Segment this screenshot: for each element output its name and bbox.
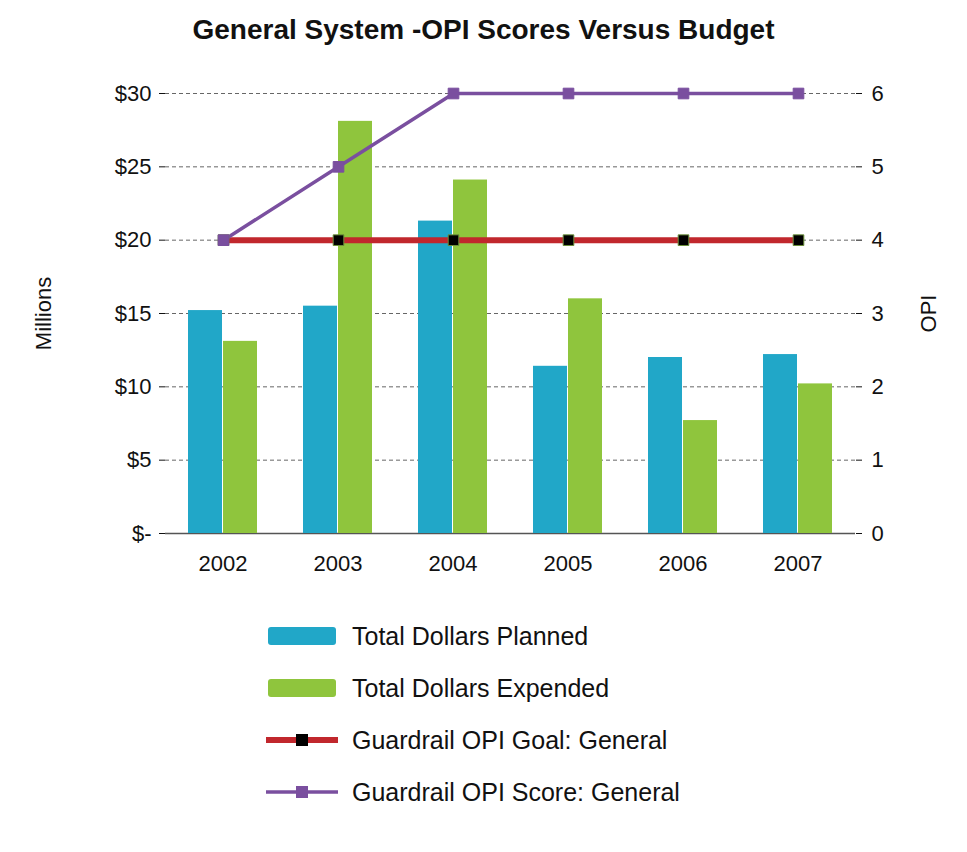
svg-text:2004: 2004 [429, 551, 478, 576]
svg-text:2002: 2002 [199, 551, 248, 576]
svg-text:$10: $10 [115, 374, 152, 399]
svg-text:2: 2 [872, 374, 884, 399]
svg-text:2007: 2007 [774, 551, 823, 576]
svg-text:4: 4 [872, 227, 884, 252]
svg-text:2005: 2005 [544, 551, 593, 576]
svg-text:$25: $25 [115, 154, 152, 179]
svg-text:2003: 2003 [314, 551, 363, 576]
svg-text:Millions: Millions [31, 277, 56, 350]
svg-text:$-: $- [132, 521, 152, 546]
svg-text:1: 1 [872, 447, 884, 472]
html-text:Total Dollars Planned: Total Dollars Planned [352, 621, 589, 650]
svg-text:OPI: OPI [916, 295, 941, 333]
html-text:Total Dollars Expended: Total Dollars Expended [352, 673, 610, 702]
svg-text:$5: $5 [127, 447, 151, 472]
svg-text:6: 6 [872, 81, 884, 106]
html-text:Guardrail OPI Score: General: Guardrail OPI Score: General [352, 777, 680, 806]
svg-text:$15: $15 [115, 301, 152, 326]
svg-text:0: 0 [872, 521, 884, 546]
html-text:General System -OPI Scores Ver: General System -OPI Scores Versus Budget [192, 14, 775, 45]
svg-text:$30: $30 [115, 81, 152, 106]
svg-text:$20: $20 [115, 227, 152, 252]
svg-text:3: 3 [872, 301, 884, 326]
svg-text:5: 5 [872, 154, 884, 179]
svg-text:2006: 2006 [659, 551, 708, 576]
html-text:Guardrail OPI Goal: General: Guardrail OPI Goal: General [352, 725, 668, 754]
